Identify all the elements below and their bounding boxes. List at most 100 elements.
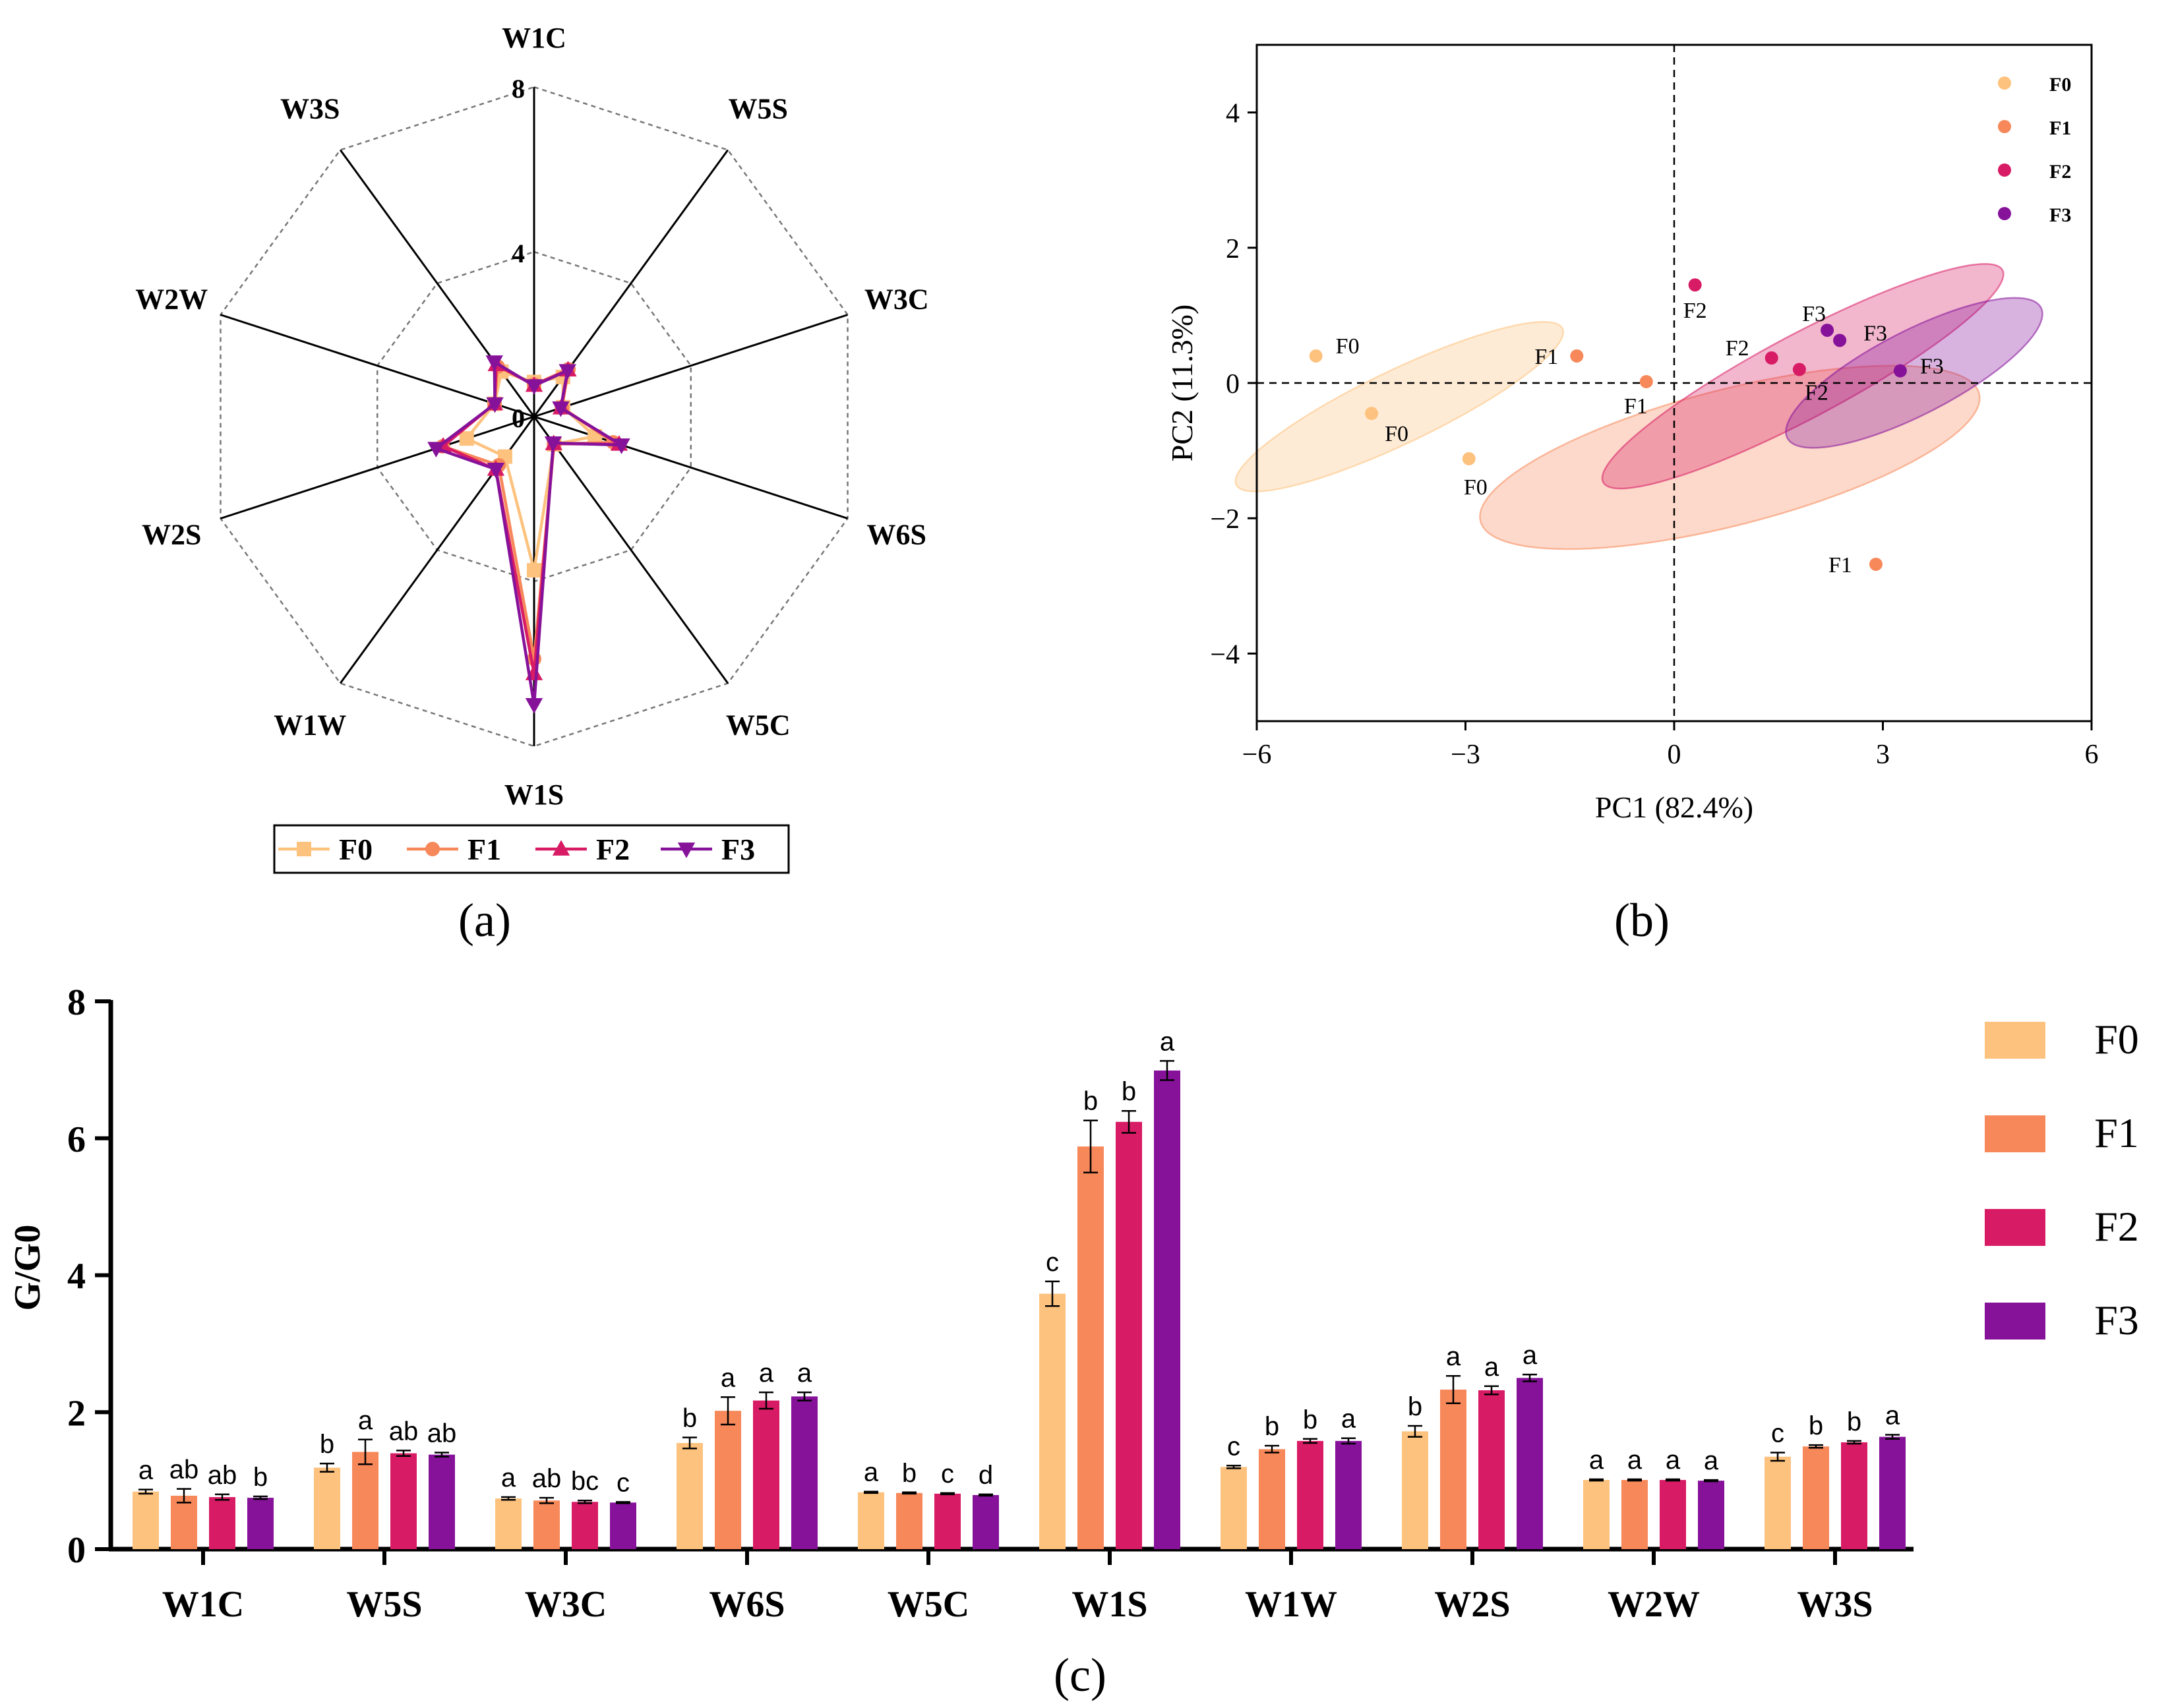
bar-legend-label-F3: F3 [2094,1297,2139,1343]
pca-point-label-F2: F2 [1726,336,1749,361]
bar-F0-W3C [495,1498,522,1549]
bar-F3-W6S [791,1396,818,1549]
pca-point-F0 [1365,407,1379,421]
pca-point-F3 [1833,334,1847,347]
significance-letter-F1-W5S: a [358,1406,373,1435]
significance-letter-F1-W2W: a [1627,1446,1643,1475]
significance-letter-F3-W3S: a [1885,1401,1900,1430]
bar-legend-label-F2: F2 [2094,1203,2139,1250]
bar-F3-W2W [1698,1481,1724,1549]
pca-point-F3 [1821,323,1834,337]
radar-axis-label-W1S: W1S [504,779,564,811]
pca-x-tick-label: −6 [1242,740,1272,770]
radar-ring-label-4: 4 [512,239,525,268]
pca-legend-marker-F3 [1998,207,2011,220]
radar-point-F0-W1S [527,563,541,578]
pca-x-axis-label: PC1 (82.4%) [1595,790,1753,824]
significance-letter-F1-W3S: b [1809,1411,1823,1440]
significance-letter-F1-W1C: ab [169,1456,199,1485]
pca-point-label-F3: F3 [1920,355,1944,379]
significance-letter-F1-W5C: b [902,1459,917,1488]
pca-point-label-F0: F0 [1336,334,1360,359]
radar-point-F0-W2S [459,431,474,446]
radar-spoke-W2W [220,314,535,418]
significance-letter-F3-W5C: d [979,1461,993,1490]
pca-point-F2 [1792,363,1806,376]
bar-F1-W3C [533,1500,560,1549]
significance-letter-F0-W5S: b [320,1430,334,1459]
bar-F3-W1W [1335,1440,1362,1549]
radar-point-F3-W1S [525,697,543,714]
radar-axis-label-W1W: W1W [274,709,346,742]
pca-y-tick-label: −2 [1210,504,1240,535]
pca-point-label-F3: F3 [1802,302,1826,326]
significance-letter-F3-W2W: a [1704,1446,1719,1475]
pca-x-tick-label: 3 [1876,740,1890,770]
panel-label-a: (a) [458,894,511,947]
bar-x-tick-label-W5C: W5C [888,1584,969,1625]
bar-F1-W3S [1803,1446,1829,1549]
pca-axis-ticks: −6 −3 0 3 6 −4 −2 0 2 4 [1210,99,2098,770]
radar-point-F3-W3S [485,355,503,371]
radar-ring-8 [220,86,849,748]
significance-letter-F0-W6S: b [682,1404,697,1433]
significance-letter-F0-W2W: a [1589,1446,1604,1475]
radar-point-F3-W5C [544,436,562,452]
bar-F1-W1S [1077,1146,1104,1549]
bar-F2-W1S [1116,1121,1142,1549]
pca-point-label-F0: F0 [1464,475,1488,500]
bar-F2-W1W [1297,1440,1323,1549]
bar-F1-W5C [896,1492,922,1549]
bar-F2-W3C [572,1502,598,1549]
pca-point-F0 [1462,452,1476,465]
bar-F1-W5S [352,1452,378,1549]
significance-letter-F2-W3C: bc [571,1467,599,1496]
pca-y-axis-label: PC2 (11.3%) [1165,305,1199,462]
bar-F3-W3S [1879,1436,1906,1549]
radar-spoke-W6S [533,415,848,519]
pca-point-label-F3: F3 [1863,321,1887,345]
pca-y-tick-label: 4 [1226,99,1240,129]
significance-letter-F1-W3C: ab [532,1464,562,1493]
bar-F0-W5C [858,1492,884,1549]
radar-axis-label-W2S: W2S [142,519,201,551]
radar-legend-label-F1: F1 [468,833,501,866]
significance-letter-F0-W2S: b [1408,1392,1422,1421]
bar-F3-W5C [973,1494,999,1549]
bar-F3-W1S [1154,1070,1180,1549]
bar-F1-W2S [1440,1389,1466,1549]
radar-point-F3-W1C [525,379,543,395]
bar-y-tick-label: 0 [67,1530,86,1571]
bar-F0-W3S [1765,1456,1791,1549]
pca-legend-marker-F2 [1998,163,2011,177]
significance-letter-F3-W3C: c [617,1468,630,1497]
bar-F2-W5C [934,1493,961,1549]
significance-letter-F0-W3C: a [501,1463,516,1492]
bar-F2-W5S [390,1453,417,1549]
pca-point-F1 [1639,374,1653,388]
bar-F3-W5S [429,1454,455,1549]
bar-F1-W2W [1621,1480,1648,1549]
pca-legend-label-F3: F3 [2049,204,2071,226]
pca-x-tick-label: 0 [1668,740,1681,770]
pca-point-label-F2: F2 [1805,380,1828,405]
bar-legend-swatch-F3 [1985,1303,2045,1340]
radar-axis-label-W6S: W6S [866,519,926,551]
pca-ellipse-F2 [1601,263,2005,490]
pca-points: F0 F0 F0 F1 F1 F1 F2 F2 F2 F3 F3 F3 [1309,278,1944,577]
radar-point-F3-W2S [427,442,445,458]
bar-x-tick-label-W3C: W3C [525,1584,607,1625]
pca-legend-marker-F0 [1998,76,2011,90]
radar-axis-label-W3C: W3C [864,283,929,315]
radar-axis-label-W5S: W5S [728,92,787,125]
pca-point-label-F1: F1 [1624,394,1648,419]
bar-F1-W6S [715,1411,741,1549]
bar-y-tick-label: 8 [67,982,86,1023]
radar-point-F3-W5S [558,364,576,380]
significance-letter-F1-W1S: b [1083,1087,1098,1116]
bar-F0-W5S [314,1467,340,1549]
radar-legend: F0 F1 F2 F3 [273,824,790,874]
radar-series-F3 [427,355,630,714]
